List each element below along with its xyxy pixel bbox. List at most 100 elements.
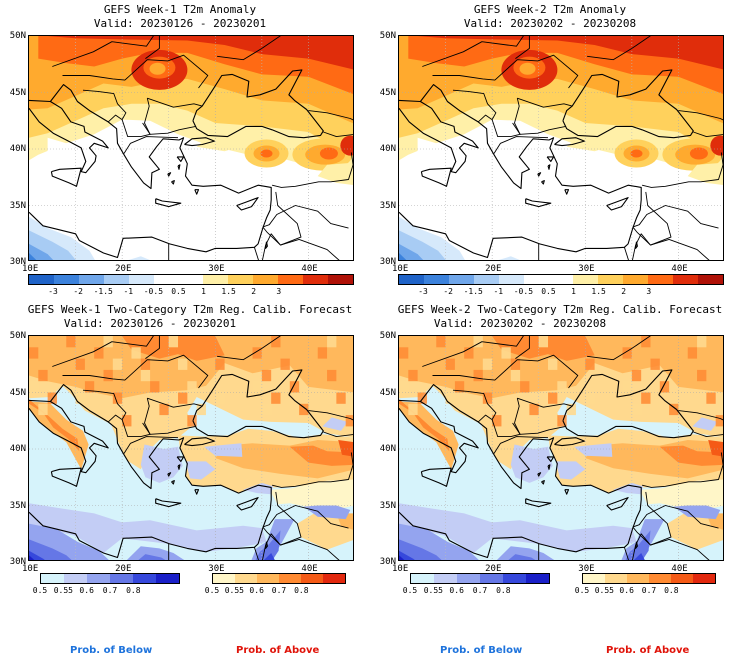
probability-map <box>28 335 354 561</box>
latitude-label: 30N <box>379 557 396 567</box>
colorbar-tick-label: -0.5 <box>143 287 164 296</box>
prob-above-label: Prob. of Above <box>236 645 320 656</box>
latitude-label: 40N <box>9 444 26 454</box>
colorbar-swatch <box>649 574 671 583</box>
colorbar-swatch <box>29 275 54 284</box>
colorbar-tick-label: 0.7 <box>102 586 118 595</box>
longitude-label: 20E <box>115 564 132 574</box>
colorbar-tick-label: 0.6 <box>249 586 264 595</box>
latitude-label: 35N <box>9 500 26 511</box>
colorbar-swatch <box>411 574 434 583</box>
panel-title: GEFS Week-1 Two-Category T2m Reg. Calib.… <box>27 303 353 316</box>
colorbar-tick-label: 0.5 <box>171 287 186 296</box>
longitude-label: 30E <box>578 264 595 274</box>
latitude-label: 40N <box>379 444 396 454</box>
panel-title: GEFS Week-1 T2m Anomaly <box>103 3 257 16</box>
panel-title: GEFS Week-2 Two-Category T2m Reg. Calib.… <box>397 303 723 316</box>
colorbar-swatch <box>457 574 480 583</box>
colorbar-swatch <box>278 275 304 284</box>
latitude-label: 50N <box>9 31 26 41</box>
longitude-label: 20E <box>485 264 502 274</box>
colorbar-swatch <box>133 574 156 583</box>
panel-week1-anomaly: GEFS Week-1 T2m Anomaly Valid: 20230126 … <box>0 0 370 296</box>
colorbar-swatch <box>228 275 254 284</box>
colorbar-swatch <box>671 574 693 583</box>
colorbar-swatch <box>328 275 353 284</box>
latitude-label: 50N <box>379 331 396 341</box>
colorbar-swatch <box>64 574 87 583</box>
prob-below-label: Prob. of Below <box>70 645 153 656</box>
colorbar-swatch <box>526 574 549 583</box>
longitude-label: 40E <box>301 264 318 274</box>
colorbar-swatch <box>53 275 79 284</box>
longitude-label: 20E <box>115 264 132 274</box>
colorbar-swatch <box>178 275 204 284</box>
longitude-label: 30E <box>208 564 225 574</box>
probability-field <box>29 336 353 560</box>
colorbar-swatch <box>548 275 574 284</box>
colorbar-swatch <box>156 574 179 583</box>
colorbar-tick-label: 0.7 <box>271 586 287 595</box>
latitude-label: 40N <box>9 144 26 154</box>
colorbar-tick-label: 0.6 <box>449 586 464 595</box>
latitude-label: 50N <box>9 331 26 341</box>
colorbar-swatch <box>480 574 503 583</box>
colorbar-swatch <box>257 574 279 583</box>
colorbar-swatch <box>41 574 64 583</box>
colorbar-tick-label: 0.8 <box>496 586 511 595</box>
colorbar-tick-label: 0.5 <box>204 586 220 595</box>
panel-valid-dates: Valid: 20230126 - 20230201 <box>63 317 237 330</box>
anomaly-field <box>29 36 353 260</box>
prob-below-colorbar <box>410 573 550 584</box>
colorbar-swatch <box>598 275 624 284</box>
colorbar-tick-label: 1.5 <box>221 287 236 296</box>
longitude-label: 40E <box>671 564 688 574</box>
colorbar-tick-label: 0.8 <box>294 586 309 595</box>
colorbar-swatch <box>87 574 110 583</box>
prob-below-colorbar <box>40 573 180 584</box>
latitude-label: 30N <box>9 557 26 567</box>
panel-valid-dates: Valid: 20230202 - 20230208 <box>463 17 637 30</box>
prob-below-label: Prob. of Below <box>440 645 523 656</box>
anomaly-map <box>28 35 354 261</box>
colorbar-swatch <box>103 275 129 284</box>
colorbar-swatch <box>235 574 257 583</box>
prob-above-colorbar <box>212 573 346 584</box>
colorbar-tick-label: 1 <box>201 287 206 296</box>
longitude-label: 40E <box>301 564 318 574</box>
colorbar-swatch <box>623 275 649 284</box>
colorbar-swatch <box>213 574 235 583</box>
colorbar-tick-label: -1.5 <box>93 287 113 296</box>
colorbar-tick-label: 1.5 <box>591 287 606 296</box>
colorbar-tick-label: 3 <box>646 287 652 296</box>
colorbar-tick-label: 0.8 <box>664 586 679 595</box>
anomaly-map <box>398 35 724 261</box>
panel-valid-dates: Valid: 20230202 - 20230208 <box>433 317 607 330</box>
longitude-label: 40E <box>671 264 688 274</box>
colorbar-swatch <box>503 574 526 583</box>
colorbar-tick-label: -1 <box>493 287 504 296</box>
latitude-label: 45N <box>9 387 26 398</box>
colorbar-swatch <box>698 275 723 284</box>
colorbar-swatch <box>423 275 449 284</box>
longitude-label: 10E <box>22 564 39 574</box>
colorbar-tick-label: 1 <box>571 287 576 296</box>
colorbar-tick-label: 0.8 <box>126 586 141 595</box>
longitude-label: 30E <box>208 264 225 274</box>
anomaly-colorbar <box>398 274 724 285</box>
panel-valid-dates: Valid: 20230126 - 20230201 <box>93 17 267 30</box>
colorbar-swatch <box>473 275 499 284</box>
latitude-label: 35N <box>379 500 396 511</box>
colorbar-tick-label: 0.55 <box>423 586 443 595</box>
latitude-label: 40N <box>379 144 396 154</box>
colorbar-swatch <box>434 574 457 583</box>
probability-map <box>398 335 724 561</box>
colorbar-tick-label: 2 <box>251 287 257 296</box>
latitude-label: 35N <box>379 200 396 211</box>
colorbar-tick-label: 0.7 <box>472 586 488 595</box>
prob-above-colorbar <box>582 573 716 584</box>
colorbar-tick-label: -3 <box>48 287 58 296</box>
colorbar-swatch <box>673 275 699 284</box>
colorbar-tick-label: 0.55 <box>53 586 73 595</box>
colorbar-swatch <box>253 275 279 284</box>
